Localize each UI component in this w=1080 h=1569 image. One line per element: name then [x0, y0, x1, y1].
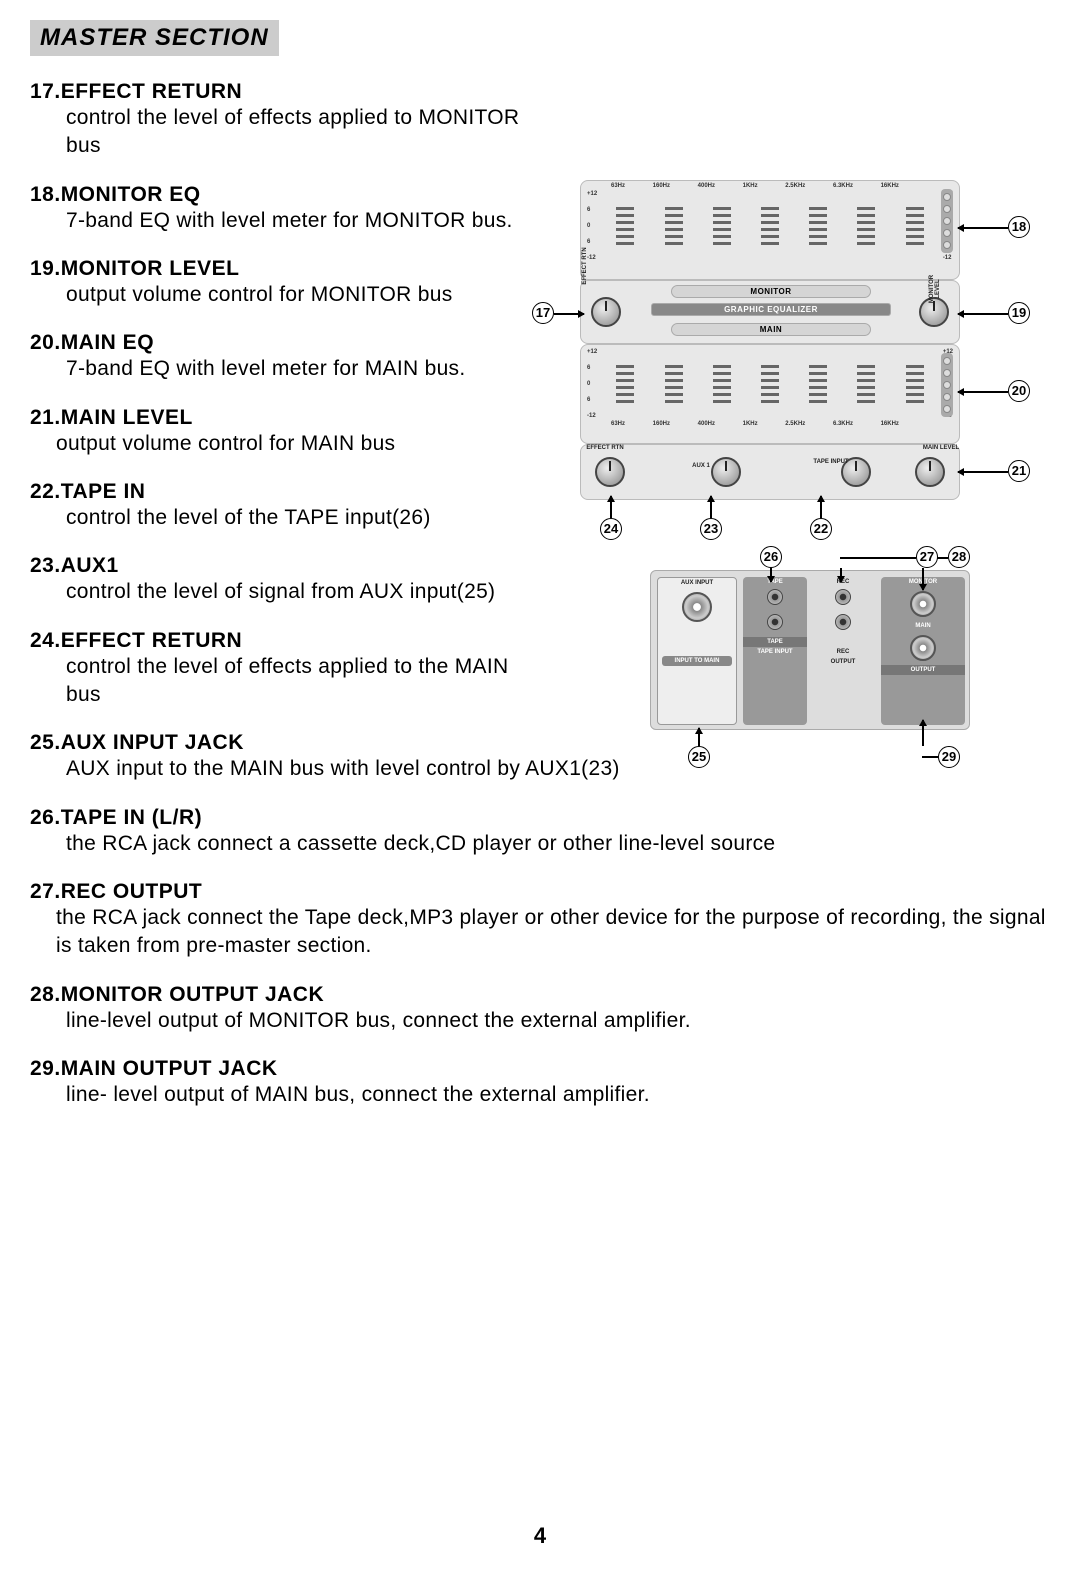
knob-main-level — [915, 457, 945, 487]
label-input-to-main: INPUT TO MAIN — [662, 656, 732, 666]
io-output: MONITOR MAIN OUTPUT — [881, 577, 965, 725]
item-desc: the RCA jack connect the Tape deck,MP3 p… — [56, 904, 1050, 961]
callout-20: 20 — [1008, 380, 1030, 402]
io-panel: AUX INPUT INPUT TO MAIN TAPE TAPE TAPE I… — [650, 570, 970, 730]
callout-18: 18 — [1008, 216, 1030, 238]
item-desc: the RCA jack connect a cassette deck,CD … — [66, 830, 1050, 858]
label-tape-2: TAPE — [743, 637, 807, 647]
label-monitor-level: MONITOR LEVEL — [929, 269, 941, 309]
led-meter-monitor — [941, 189, 953, 253]
item-desc: control the level of effects applied to … — [66, 104, 546, 161]
callout-26: 26 — [760, 546, 782, 568]
panel-main-knobs: EFFECT RTN AUX 1 TAPE INPUT MAIN LEVEL — [580, 444, 960, 500]
item-17: 17.EFFECT RETURNcontrol the level of eff… — [30, 80, 1050, 161]
rca-rec-r — [835, 614, 851, 630]
jack-monitor-output — [910, 591, 936, 617]
section-header: MASTER SECTION — [30, 20, 279, 56]
rca-rec-l — [835, 589, 851, 605]
label-aux-input: AUX INPUT — [658, 578, 736, 588]
label-output-2: OUTPUT — [881, 665, 965, 675]
item-title: 27.REC OUTPUT — [30, 880, 1050, 904]
content-area: 17.EFFECT RETURNcontrol the level of eff… — [30, 80, 1050, 1110]
rca-tape-r — [767, 614, 783, 630]
knob-effect-return-main — [595, 457, 625, 487]
eq-freq-labels-top: 63Hz160Hz400Hz1KHz2.5KHz6.3KHz16KHz — [581, 181, 959, 191]
knob-monitor-level: MONITOR LEVEL — [919, 297, 949, 327]
callout-28: 28 — [948, 546, 970, 568]
panel-mid-strip: EFFECT RTN MONITOR GRAPHIC EQUALIZER MAI… — [580, 280, 960, 344]
rca-tape-l — [767, 589, 783, 605]
page-number: 4 — [534, 1523, 546, 1549]
callout-21: 21 — [1008, 460, 1030, 482]
item-title: 28.MONITOR OUTPUT JACK — [30, 983, 1050, 1007]
panel-main-eq: +12606-12 +12606-12 63Hz160Hz400Hz1KHz2.… — [580, 344, 960, 444]
item-title: 17.EFFECT RETURN — [30, 80, 1050, 104]
label-main-out: MAIN — [881, 621, 965, 631]
item-desc: 7-band EQ with level meter for MONITOR b… — [66, 207, 546, 235]
knob-effect-return-monitor: EFFECT RTN — [591, 297, 621, 327]
label-output: OUTPUT — [811, 657, 875, 667]
label-main-level: MAIN LEVEL — [921, 445, 961, 451]
item-desc: output volume control for MAIN bus — [56, 430, 536, 458]
item-title: 26.TAPE IN (L/R) — [30, 806, 1050, 830]
strip-monitor: MONITOR — [671, 285, 871, 298]
jack-main-output — [910, 635, 936, 661]
io-aux-input: AUX INPUT INPUT TO MAIN — [657, 577, 737, 725]
jack-aux-input — [682, 592, 712, 622]
callout-19: 19 — [1008, 302, 1030, 324]
strip-graphic-eq: GRAPHIC EQUALIZER — [651, 303, 891, 316]
item-desc: control the level of effects applied to … — [66, 653, 546, 710]
item-27: 27.REC OUTPUTthe RCA jack connect the Ta… — [30, 880, 1050, 961]
callout-23: 23 — [700, 518, 722, 540]
label-tape-input: TAPE INPUT — [811, 459, 851, 465]
item-desc: control the level of the TAPE input(26) — [66, 504, 546, 532]
item-title: 29.MAIN OUTPUT JACK — [30, 1057, 1050, 1081]
diagram: 63Hz160Hz400Hz1KHz2.5KHz6.3KHz16KHz +126… — [520, 180, 1050, 800]
led-meter-main — [941, 353, 953, 417]
callout-17: 17 — [532, 302, 554, 324]
io-tape: TAPE TAPE TAPE INPUT — [743, 577, 807, 725]
panel-monitor-eq: 63Hz160Hz400Hz1KHz2.5KHz6.3KHz16KHz +126… — [580, 180, 960, 280]
label-effect-rtn-2: EFFECT RTN — [585, 445, 625, 451]
item-desc: 7-band EQ with level meter for MAIN bus. — [66, 355, 546, 383]
label-aux1: AUX 1 — [681, 463, 721, 469]
item-26: 26.TAPE IN (L/R)the RCA jack connect a c… — [30, 806, 1050, 858]
callout-22: 22 — [810, 518, 832, 540]
callout-29: 29 — [938, 746, 960, 768]
io-rec: REC REC OUTPUT — [811, 577, 875, 725]
label-tape-input-2: TAPE INPUT — [743, 647, 807, 657]
label-effect-rtn: EFFECT RTN — [582, 246, 588, 286]
callout-25: 25 — [688, 746, 710, 768]
label-tape: TAPE — [743, 577, 807, 587]
eq-freq-labels-bottom: 63Hz160Hz400Hz1KHz2.5KHz6.3KHz16KHz — [581, 419, 959, 429]
callout-24: 24 — [600, 518, 622, 540]
item-28: 28.MONITOR OUTPUT JACKline-level output … — [30, 983, 1050, 1035]
strip-main: MAIN — [671, 323, 871, 336]
item-desc: output volume control for MONITOR bus — [66, 281, 546, 309]
item-29: 29.MAIN OUTPUT JACKline- level output of… — [30, 1057, 1050, 1109]
callout-27: 27 — [916, 546, 938, 568]
knob-aux1 — [711, 457, 741, 487]
item-desc: line- level output of MAIN bus, connect … — [66, 1081, 1050, 1109]
item-desc: line-level output of MONITOR bus, connec… — [66, 1007, 1050, 1035]
label-rec-2: REC — [811, 647, 875, 657]
